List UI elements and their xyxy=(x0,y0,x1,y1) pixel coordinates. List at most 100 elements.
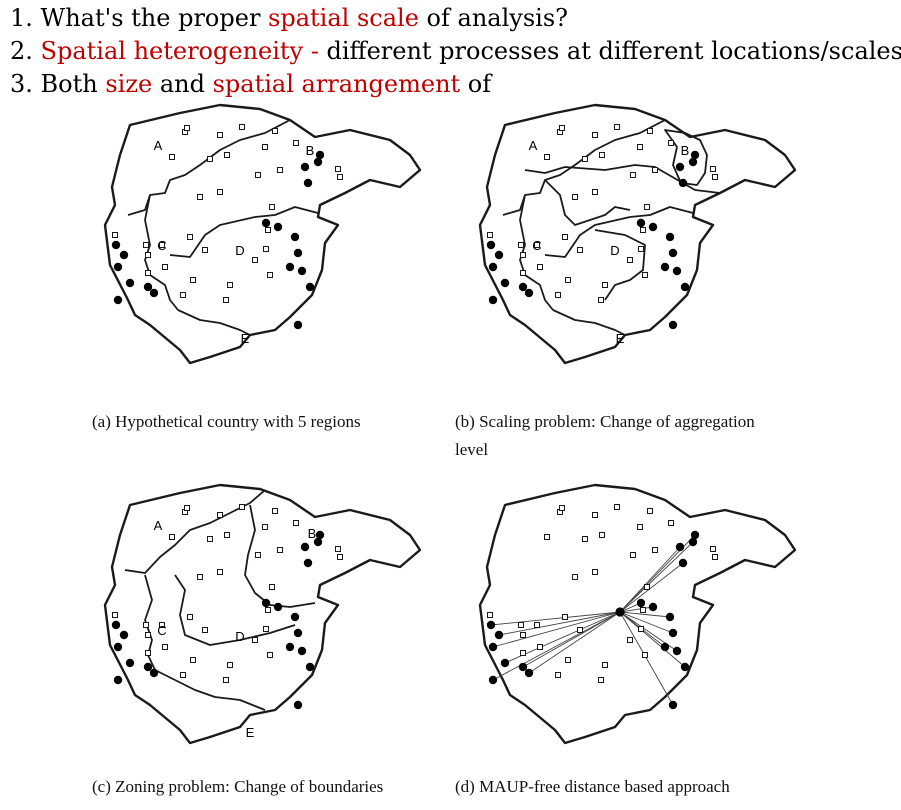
open-square-point xyxy=(638,246,644,252)
region-label-c: C xyxy=(157,238,166,253)
open-square-point xyxy=(335,166,341,172)
region-boundary xyxy=(244,504,316,608)
open-square-point xyxy=(572,574,578,580)
open-square-point xyxy=(197,194,203,200)
open-square-point xyxy=(265,607,271,613)
region-boundary xyxy=(174,679,266,711)
filled-point xyxy=(303,178,313,188)
open-square-point xyxy=(614,504,620,510)
open-square-point xyxy=(559,125,565,131)
open-square-point xyxy=(602,282,608,288)
open-square-point xyxy=(223,297,229,303)
filled-point xyxy=(690,530,700,540)
distance-line xyxy=(619,546,681,613)
open-square-point xyxy=(197,574,203,580)
filled-point xyxy=(688,157,698,167)
filled-point xyxy=(293,248,303,258)
distance-line xyxy=(522,611,621,668)
open-square-point xyxy=(652,547,658,553)
region-boundary xyxy=(664,129,708,186)
open-square-point xyxy=(640,607,646,613)
filled-point xyxy=(297,646,307,656)
open-square-point xyxy=(184,505,190,511)
region-boundary xyxy=(552,309,626,336)
distance-line xyxy=(498,611,621,636)
filled-point xyxy=(494,630,504,640)
region-boundary xyxy=(519,194,554,311)
open-square-point xyxy=(518,242,524,248)
filled-point xyxy=(285,642,295,652)
open-square-point xyxy=(637,524,643,530)
open-square-point xyxy=(582,156,588,162)
region-label-e: E xyxy=(616,331,625,346)
open-square-point xyxy=(252,257,258,263)
open-square-point xyxy=(145,650,151,656)
open-square-point xyxy=(534,622,540,628)
open-square-point xyxy=(217,189,223,195)
map-panel-d xyxy=(478,483,797,745)
region-boundary xyxy=(124,489,266,574)
distance-line xyxy=(490,611,621,626)
distance-line xyxy=(619,611,674,634)
map-panel-b: A B C D E xyxy=(478,103,797,365)
caption-b-line2: level xyxy=(455,440,489,459)
map-panel-a: A B C D E xyxy=(103,103,422,365)
open-square-point xyxy=(627,257,633,263)
open-square-point xyxy=(239,124,245,130)
question-number: 2. xyxy=(10,37,41,65)
open-square-point xyxy=(520,632,526,638)
open-square-point xyxy=(269,204,275,210)
open-square-point xyxy=(537,644,543,650)
filled-point xyxy=(293,320,303,330)
open-square-point xyxy=(647,508,653,514)
open-square-point xyxy=(267,652,273,658)
region-label-a: A xyxy=(154,518,163,533)
question-text: and xyxy=(152,70,213,98)
filled-point xyxy=(119,250,129,260)
region-boundary xyxy=(594,229,646,301)
country-outline xyxy=(103,103,422,365)
open-square-point xyxy=(255,172,261,178)
open-square-point xyxy=(592,189,598,195)
region-label-e: E xyxy=(241,331,250,346)
region-label-c: C xyxy=(532,238,541,253)
distance-line xyxy=(619,611,686,668)
open-square-point xyxy=(712,174,718,180)
filled-point xyxy=(290,612,300,622)
filled-point xyxy=(660,642,670,652)
filled-point xyxy=(313,537,323,547)
filled-point xyxy=(494,250,504,260)
filled-point xyxy=(273,222,283,232)
question-text: Both xyxy=(40,70,106,98)
region-boundary xyxy=(127,119,291,216)
open-square-point xyxy=(614,124,620,130)
open-square-point xyxy=(223,677,229,683)
open-square-point xyxy=(272,128,278,134)
open-square-point xyxy=(582,536,588,542)
filled-point xyxy=(675,542,685,552)
open-square-point xyxy=(544,154,550,160)
open-square-point xyxy=(224,152,230,158)
filled-point xyxy=(668,248,678,258)
open-square-point xyxy=(565,277,571,283)
distance-line xyxy=(619,562,684,613)
filled-point xyxy=(111,620,121,630)
open-square-point xyxy=(217,569,223,575)
filled-point xyxy=(285,262,295,272)
open-square-point xyxy=(277,547,283,553)
open-square-point xyxy=(227,662,233,668)
open-square-point xyxy=(520,252,526,258)
filled-point xyxy=(149,288,159,298)
open-square-point xyxy=(710,166,716,172)
filled-point xyxy=(680,662,690,672)
filled-point xyxy=(488,675,498,685)
open-square-point xyxy=(335,546,341,552)
question-2: 2. Spatial heterogeneity - different pro… xyxy=(10,35,901,68)
open-square-point xyxy=(647,128,653,134)
region-label-d: D xyxy=(235,629,244,644)
open-square-point xyxy=(520,270,526,276)
filled-point xyxy=(665,232,675,242)
filled-point xyxy=(486,620,496,630)
open-square-point xyxy=(262,524,268,530)
open-square-point xyxy=(577,627,583,633)
